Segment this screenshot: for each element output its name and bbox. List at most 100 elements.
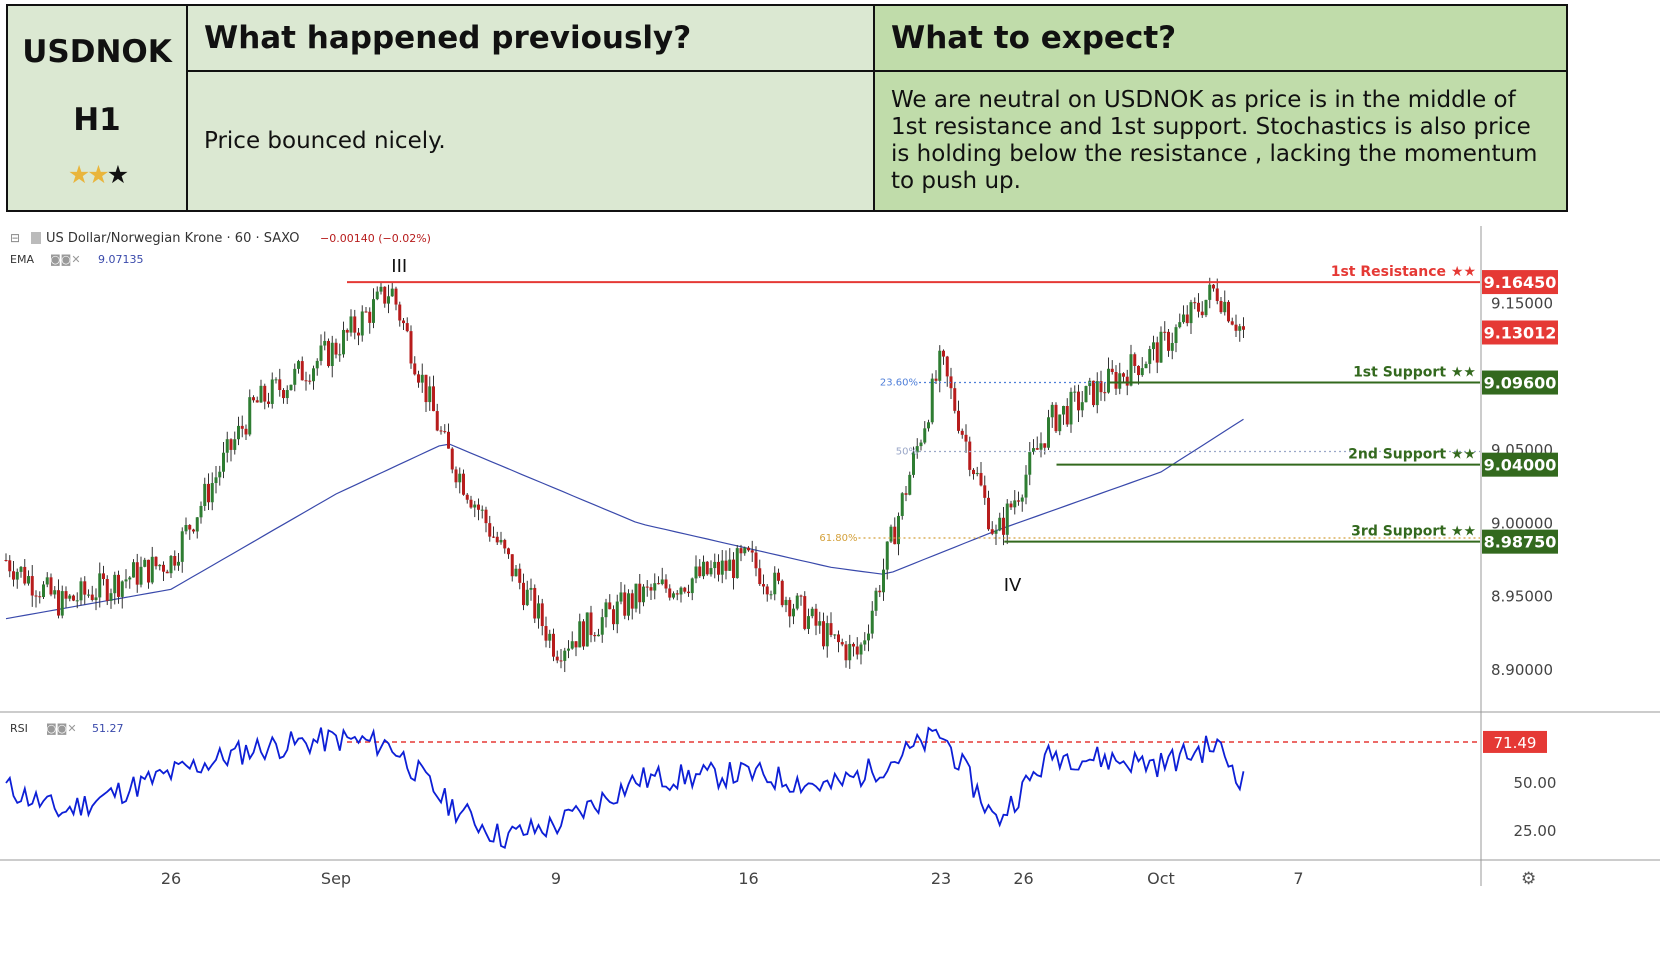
candle-body [750,550,754,553]
candle-body [912,452,915,475]
candle-body [649,587,653,591]
candle-body [593,635,597,637]
candle-body [1073,391,1077,393]
candle-body [492,536,495,538]
price-change: −0.00140 (−0.02%) [320,232,431,245]
candle-body [552,633,555,657]
candle-body [698,566,702,577]
candle-body [945,356,949,377]
indicator-controls-icon[interactable]: ◙◙✕ [50,253,81,266]
candle-body [1077,391,1080,411]
candle-body [1002,517,1005,535]
candle-body [1069,391,1073,425]
candle-body [259,385,263,403]
candle-body [458,473,462,483]
candle-body [612,609,615,625]
candle-body [754,552,758,569]
candle-body [210,483,214,503]
price-tag-label: 9.09600 [1484,374,1557,393]
candle-body [162,564,165,572]
flag-icon [31,232,41,244]
candle-body [195,517,199,532]
candle-body [645,586,649,588]
candle-body [570,641,574,649]
candle-body [818,621,822,626]
candle-body [837,634,840,643]
candle-body [45,577,49,585]
candle-body [904,493,908,495]
candle-body [859,644,863,655]
candle-body [574,641,578,648]
candle-body [990,529,994,534]
candle-body [893,526,897,545]
candle-body [342,329,345,355]
candle-body [34,595,38,597]
candle-body [578,621,582,648]
candle-body [585,612,589,647]
candle-body [244,428,248,435]
candle-body [229,439,233,450]
price-chart[interactable]: ⊟ US Dollar/Norwegian Krone · 60 · SAXO … [0,226,1660,960]
candle-body [555,656,559,661]
candle-body [169,555,173,574]
candle-body [563,650,567,661]
fib-level-label: 61.80% [819,533,857,544]
candle-body [447,431,450,449]
candle-body [394,288,398,305]
candle-body [1110,368,1114,373]
candle-body [1129,354,1133,386]
candle-body [300,361,304,381]
candle-body [930,378,934,423]
settings-gear-icon[interactable]: ⚙ [1521,869,1536,889]
candle-body [143,559,147,567]
candle-body [1148,349,1152,364]
candle-body [1054,404,1058,432]
candle-body [1215,288,1219,301]
candle-body [124,579,128,582]
candle-body [672,593,675,598]
candle-body [1152,342,1155,350]
candle-body [975,472,979,475]
rsi-tick-label: 50.00 [1514,774,1557,792]
candle-body [589,612,593,636]
candle-body [1005,503,1009,535]
collapse-icon[interactable]: ⊟ [10,231,20,245]
candle-body [165,571,169,574]
exp-title-cell: What to expect? [873,4,1568,72]
price-tag-label: 9.04000 [1484,456,1557,475]
candle-body [12,571,15,580]
candle-body [139,566,143,585]
candle-body [113,574,117,594]
candle-body [435,411,439,431]
candle-body [1088,380,1092,387]
candle-body [154,556,158,567]
candle-body [199,505,203,518]
candle-body [582,621,585,647]
price-tag [1482,529,1558,554]
candle-body [503,539,507,549]
candle-body [349,316,353,333]
candle-body [1234,324,1238,331]
candle-body [1155,342,1159,363]
exp-text-cell: We are neutral on USDNOK as price is in … [873,70,1568,212]
candle-body [679,587,683,595]
candle-body [432,386,435,412]
candle-body [248,397,252,435]
candle-body [923,428,927,443]
timeframe-label: H1 [73,101,121,138]
candle-body [214,477,218,484]
candle-body [604,602,608,618]
candle-body [499,539,503,543]
candle-body [822,621,825,647]
candle-body [289,384,293,391]
time-tick-label: 23 [931,869,951,888]
header-table: USDNOK H1 ★★★ What happened previously? … [6,4,1568,212]
candle-body [1144,363,1148,369]
candle-body [417,374,420,383]
candle-body [102,573,105,580]
candle-body [1140,368,1144,376]
candle-body [927,422,930,429]
rsi-controls-icon[interactable]: ◙◙✕ [46,722,77,735]
candle-body [889,526,893,542]
candle-body [807,616,810,629]
